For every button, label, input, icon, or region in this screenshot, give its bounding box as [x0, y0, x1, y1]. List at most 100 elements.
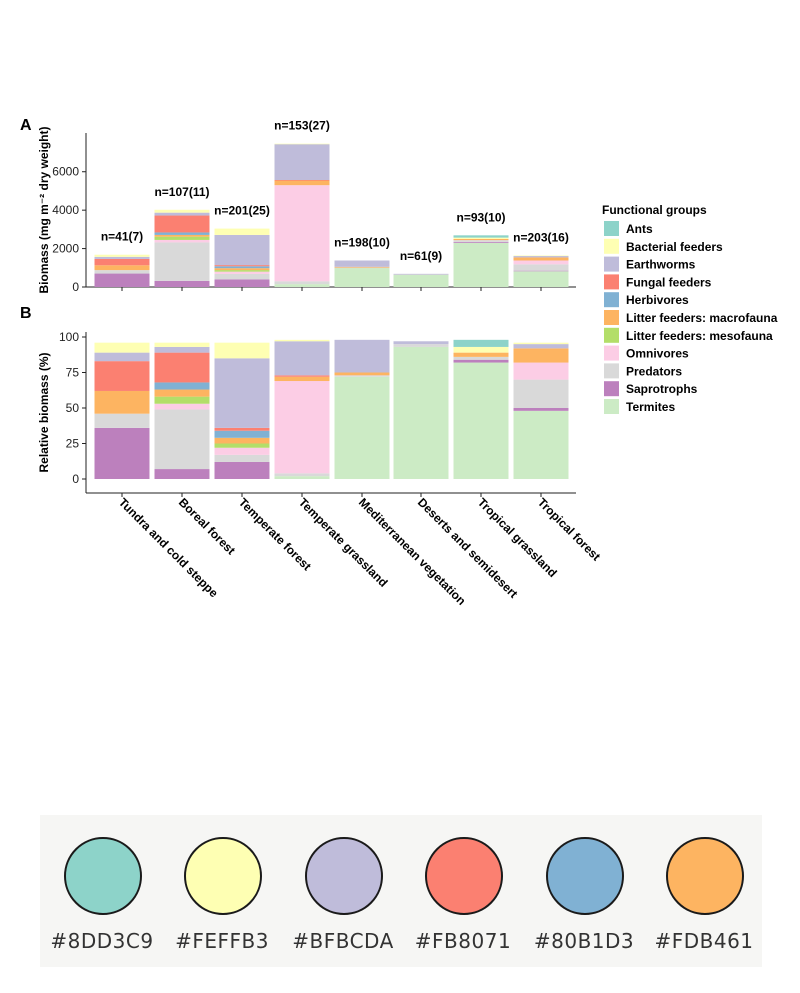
swatch-circle — [64, 837, 142, 915]
bar-segment-bacterial-feeders — [154, 209, 210, 213]
bar-segment-fungal-feeders — [154, 352, 210, 383]
bar-segment-termites — [274, 284, 330, 287]
bar-segment-litter-feeders-macrofauna — [214, 437, 270, 444]
bar-segment-litter-feeders-mesofauna — [154, 236, 210, 240]
bar-segment-saprotrophs — [214, 279, 270, 287]
bar-segment-earthworms — [214, 234, 270, 266]
bar-segment-litter-feeders-macrofauna — [94, 265, 150, 271]
legend-key-bacterial-feeders — [604, 238, 619, 254]
bar-segment-fungal-feeders — [94, 258, 150, 266]
bar-segment-predators — [453, 356, 509, 360]
sample-size-label: n=203(16) — [513, 230, 569, 244]
swatch: #8DD3C9 — [44, 815, 164, 967]
bar-segment-earthworms — [513, 344, 569, 349]
legend-label: Ants — [626, 222, 653, 236]
legend: Functional groups Ants Bacterial feeders Ea… — [602, 203, 778, 414]
bar-segment-predators — [214, 454, 270, 462]
bar-segment-predators — [513, 264, 569, 271]
legend-label: Termites — [626, 400, 675, 414]
bar-segment-litter-feeders-macrofauna — [453, 238, 509, 241]
sample-size-label: n=93(10) — [456, 210, 505, 224]
y-tick-label: 0 — [72, 472, 79, 486]
legend-title: Functional groups — [602, 203, 707, 217]
legend-label: Predators — [626, 364, 682, 378]
swatch-circle — [305, 837, 383, 915]
bar-segment-predators — [94, 270, 150, 274]
legend-key-litter-feeders-mesofauna — [604, 327, 619, 343]
bar-segment-predators — [393, 274, 449, 275]
bar-segment-termites — [513, 410, 569, 479]
bar-segment-termites — [334, 267, 390, 287]
bar-segment-saprotrophs — [94, 273, 150, 287]
bar-segment-bacterial-feeders — [453, 237, 509, 239]
bar-segment-litter-feeders-macrofauna — [154, 234, 210, 237]
swatch: #FEFFB3 — [164, 815, 284, 967]
bar-segment-ants — [453, 339, 509, 347]
legend-key-predators — [604, 363, 619, 379]
y-tick-label: 0 — [72, 280, 79, 294]
bar-segment-litter-feeders-mesofauna — [154, 396, 210, 404]
swatch: #BFBCDA — [285, 815, 405, 967]
sample-size-label: n=201(25) — [214, 204, 270, 218]
bar-segment-bacterial-feeders — [513, 342, 569, 345]
y-axis-title: Biomass (mg m⁻² dry weight) — [37, 126, 51, 293]
bar-segment-earthworms — [393, 273, 449, 275]
y-tick-label: 100 — [59, 330, 79, 344]
bar-segment-termites — [453, 362, 509, 479]
bar-segment-bacterial-feeders — [513, 255, 569, 257]
legend-label: Bacterial feeders — [626, 240, 723, 254]
bar-segment-omnivores — [274, 381, 330, 474]
y-tick-label: 75 — [66, 366, 80, 380]
bar-segment-termites — [274, 476, 330, 479]
swatch: #FDB461 — [646, 815, 766, 967]
panel-b-chart: 0 25 50 75 100 Relative biomass (%) — [37, 330, 576, 497]
swatch: #FB8071 — [405, 815, 525, 967]
bar-segment-predators — [393, 344, 449, 347]
y-tick-label: 6000 — [52, 165, 79, 179]
legend-key-termites — [604, 399, 619, 414]
sample-size-label: n=198(10) — [334, 235, 390, 249]
bar-segment-predators — [274, 473, 330, 477]
bar-segment-termites — [453, 242, 509, 287]
bar-segment-saprotrophs — [513, 408, 569, 411]
bar-segment-earthworms — [94, 352, 150, 362]
swatch-hex-label: #FB8071 — [414, 929, 512, 953]
bar-segment-omnivores — [513, 260, 569, 265]
y-tick-label: 2000 — [52, 242, 79, 256]
y-axis-title: Relative biomass (%) — [37, 352, 51, 472]
bar-segment-herbivores — [214, 430, 270, 438]
bar-segment-predators — [513, 379, 569, 408]
bar-segment-litter-feeders-macrofauna — [154, 389, 210, 397]
bar-segment-earthworms — [154, 346, 210, 353]
bar-segment-fungal-feeders — [94, 361, 150, 391]
bar-segment-omnivores — [214, 271, 270, 274]
color-swatch-strip: #8DD3C9 #FEFFB3 #BFBCDA #FB8071 #80B1D3 … — [40, 815, 762, 967]
bar-segment-predators — [214, 273, 270, 280]
bar-segment-omnivores — [154, 403, 210, 410]
bar-segment-litter-feeders-macrofauna — [94, 390, 150, 414]
legend-key-saprotrophs — [604, 381, 619, 397]
legend-label: Earthworms — [626, 258, 696, 272]
bar-segment-omnivores — [214, 447, 270, 455]
bar-segment-bacterial-feeders — [274, 143, 330, 145]
legend-label: Saprotrophs — [626, 382, 698, 396]
swatch-hex-label: #BFBCDA — [292, 929, 394, 953]
bar-segment-predators — [334, 267, 390, 269]
legend-label: Omnivores — [626, 347, 689, 361]
y-tick-label: 25 — [66, 437, 80, 451]
sample-size-label: n=153(27) — [274, 119, 330, 133]
bar-segment-litter-feeders-macrofauna — [214, 268, 270, 271]
bar-segment-litter-feeders-macrofauna — [513, 348, 569, 363]
bar-segment-litter-feeders-mesofauna — [214, 443, 270, 448]
bar-segment-omnivores — [513, 362, 569, 380]
bar-segment-saprotrophs — [453, 241, 509, 243]
bar-segment-fungal-feeders — [274, 375, 330, 377]
swatch-hex-label: #8DD3C9 — [50, 929, 154, 953]
legend-key-fungal-feeders — [604, 274, 619, 290]
x-category-label: Mediterranean vegetation — [356, 495, 469, 608]
swatch-circle — [425, 837, 503, 915]
legend-key-herbivores — [604, 292, 619, 308]
bar-segment-omnivores — [274, 185, 330, 282]
bar-segment-bacterial-feeders — [453, 346, 509, 353]
